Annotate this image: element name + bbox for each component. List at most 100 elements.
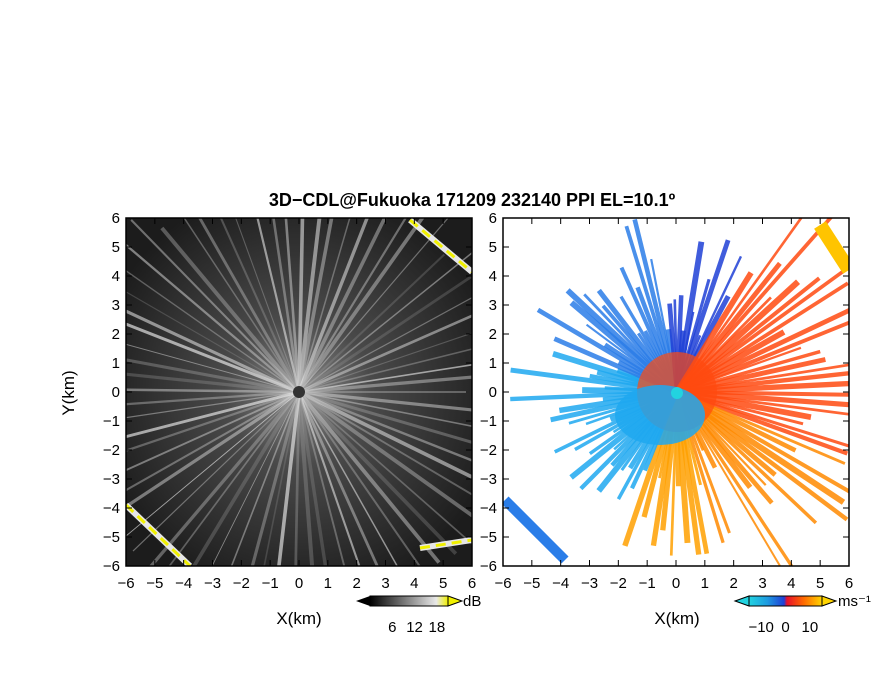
reflectivity-ray <box>126 269 300 393</box>
y-tick-label: −5 <box>103 529 120 546</box>
x-tick-label: −2 <box>610 575 627 592</box>
y-tick-label: 0 <box>489 384 497 401</box>
reflectivity-ray <box>298 332 472 393</box>
velocity-colorbar-tick: −10 <box>748 619 773 636</box>
y-tick-label: 1 <box>489 355 497 372</box>
y-tick-label: −3 <box>103 471 120 488</box>
y-tick-label: 6 <box>489 210 497 227</box>
reflectivity-ray <box>126 358 300 394</box>
reflectivity-ray <box>126 372 300 394</box>
reflectivity-ray <box>298 253 446 393</box>
reflectivity-ray <box>284 218 301 393</box>
velocity-panel <box>502 217 850 567</box>
reflectivity-ray <box>297 218 305 393</box>
velocity-origin-marker <box>671 387 683 399</box>
reflectivity-colorbar-max-arrow <box>447 595 464 607</box>
x-tick-label: 3 <box>381 575 389 592</box>
reflectivity-ray <box>298 390 472 412</box>
y-tick-label: 3 <box>112 297 120 314</box>
velocity-core-toward <box>615 385 705 445</box>
reflectivity-ray <box>298 314 472 394</box>
reflectivity-ray <box>263 391 300 566</box>
y-tick-label: −2 <box>103 442 120 459</box>
reflectivity-colorbar-tick: 18 <box>429 619 446 636</box>
reflectivity-ray <box>126 291 300 393</box>
reflectivity-ray <box>297 390 441 564</box>
reflectivity-ray <box>130 219 300 393</box>
reflectivity-ray <box>297 218 334 393</box>
reflectivity-ray <box>148 390 301 566</box>
reflectivity-ray <box>298 390 472 462</box>
x-tick-label: −1 <box>262 575 279 592</box>
y-tick-label: −5 <box>480 529 497 546</box>
reflectivity-colorbar-min-arrow <box>356 596 370 606</box>
y-tick-label: 2 <box>489 326 497 343</box>
reflectivity-ray <box>298 391 346 566</box>
reflectivity-ray <box>297 391 379 566</box>
reflectivity-ray <box>132 391 300 552</box>
x-tick-label: 4 <box>787 575 795 592</box>
velocity-colorbar: ms⁻¹ −10 0 10 <box>733 593 871 636</box>
y-tick-label: 1 <box>112 355 120 372</box>
reflectivity-ray <box>126 322 300 394</box>
axes-ticks-and-labels: −6 −5 −4 −3 −2 −1 0 1 2 3 4 5 66543210−1−2−3−4−5−6−6… <box>103 210 853 592</box>
velocity-colorbar-min-arrow <box>733 595 750 607</box>
y-tick-label: −4 <box>480 500 497 517</box>
x-tick-label: −6 <box>494 575 511 592</box>
reflectivity-ray <box>126 390 300 452</box>
x-tick-label: −5 <box>523 575 540 592</box>
reflectivity-ray <box>235 218 300 393</box>
reflectivity-ray <box>168 391 300 566</box>
reflectivity-ray <box>160 226 301 394</box>
radar-site-marker <box>293 386 305 398</box>
x-tick-label: 5 <box>439 575 447 592</box>
velocity-corner-echo <box>814 221 849 274</box>
reflectivity-ray <box>126 388 300 394</box>
reflectivity-ray <box>272 218 301 393</box>
x-axis-label-right: X(km) <box>654 609 699 628</box>
x-tick-label: −6 <box>117 575 134 592</box>
x-tick-label: −3 <box>581 575 598 592</box>
x-tick-label: −2 <box>233 575 250 592</box>
y-tick-label: −3 <box>480 471 497 488</box>
reflectivity-ray <box>126 391 300 492</box>
velocity-colorbar-unit: ms⁻¹ <box>838 593 871 610</box>
y-tick-label: −6 <box>103 558 120 575</box>
reflectivity-colorbar: dB 6 12 18 <box>356 593 481 636</box>
reflectivity-ray <box>297 390 472 518</box>
y-tick-label: −2 <box>480 442 497 459</box>
velocity-ray <box>675 218 833 394</box>
reflectivity-ray <box>277 391 301 566</box>
velocity-corner-echo <box>503 496 569 564</box>
reflectivity-rays <box>126 218 472 566</box>
velocity-rays <box>503 218 849 566</box>
reflectivity-colorbar-tick: 12 <box>406 619 423 636</box>
x-tick-label: 2 <box>352 575 360 592</box>
reflectivity-ray <box>126 390 300 439</box>
reflectivity-ray <box>298 251 472 393</box>
velocity-colorbar-body <box>748 595 823 607</box>
reflectivity-panel <box>125 217 473 567</box>
y-tick-label: 4 <box>489 268 497 285</box>
corner-echo-strong <box>126 503 192 566</box>
reflectivity-ray <box>298 391 421 566</box>
velocity-colorbar-tick: 10 <box>801 619 818 636</box>
x-tick-label: −5 <box>146 575 163 592</box>
reflectivity-corner-echoes <box>126 218 472 566</box>
reflectivity-ray <box>297 218 425 394</box>
reflectivity-ray <box>230 391 300 566</box>
x-tick-label: 4 <box>410 575 418 592</box>
y-tick-label: 3 <box>489 297 497 314</box>
reflectivity-ray <box>298 390 472 480</box>
x-tick-label: −4 <box>552 575 569 592</box>
y-tick-label: −1 <box>103 413 120 430</box>
reflectivity-ray <box>211 391 300 566</box>
reflectivity-ray <box>298 391 361 566</box>
y-tick-label: 2 <box>112 326 120 343</box>
x-tick-label: 1 <box>324 575 332 592</box>
reflectivity-ray <box>298 274 472 394</box>
reflectivity-ray <box>298 391 472 427</box>
reflectivity-ray <box>298 391 399 566</box>
reflectivity-ray <box>126 309 300 394</box>
